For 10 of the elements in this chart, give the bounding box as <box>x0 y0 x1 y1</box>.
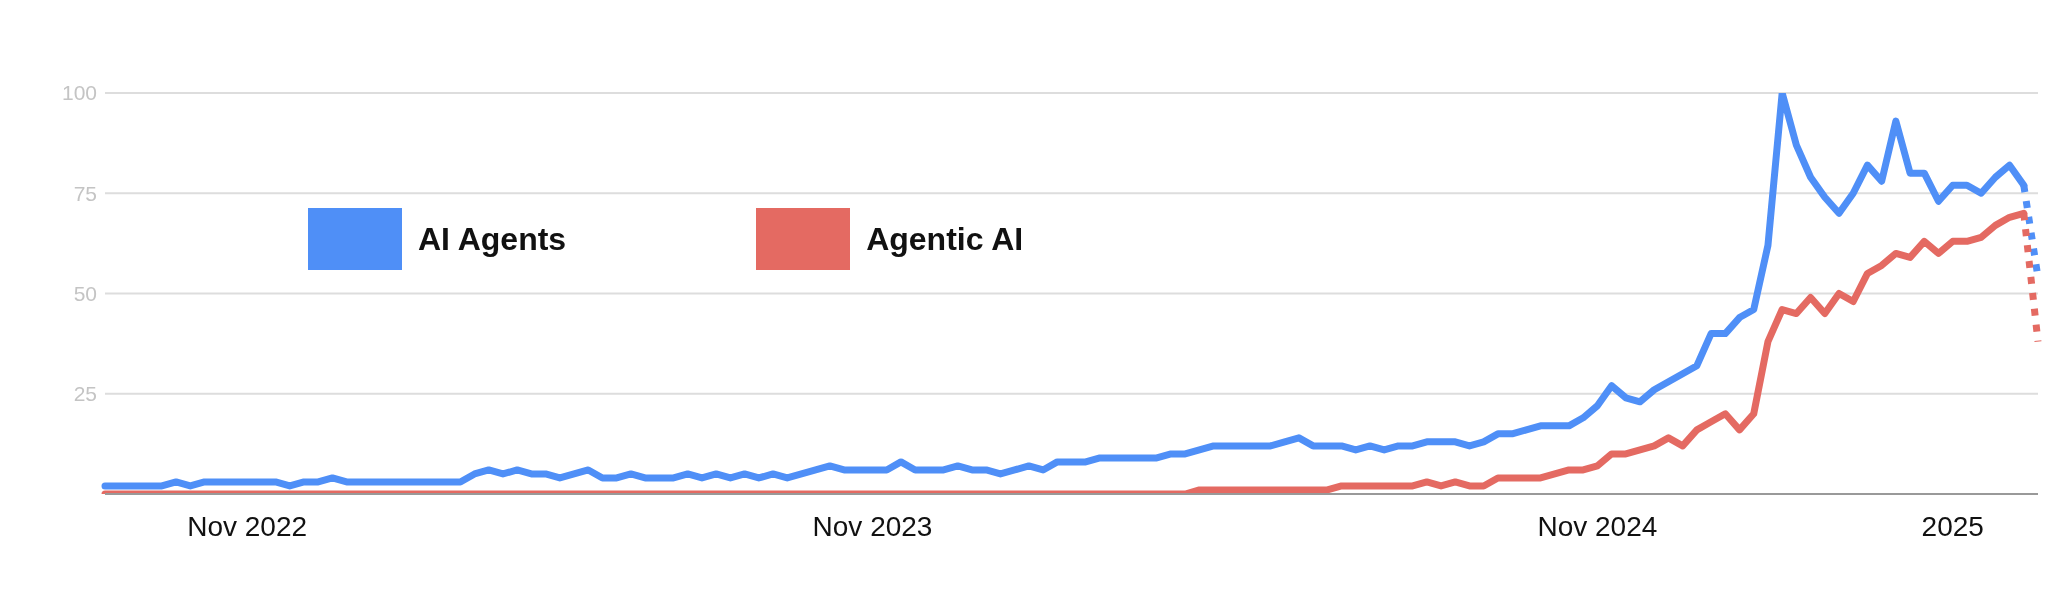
x-tick-label: Nov 2023 <box>812 510 933 542</box>
y-tick-label: 50 <box>73 281 97 305</box>
x-tick-label: 2025 <box>1921 510 1984 542</box>
legend-label: Agentic AI <box>866 220 1024 258</box>
y-tick-label: 100 <box>61 81 97 105</box>
x-tick-label: Nov 2024 <box>1537 510 1658 542</box>
y-tick-label: 75 <box>73 181 97 205</box>
y-tick-label: 25 <box>73 382 97 406</box>
x-tick-label: Nov 2022 <box>187 510 308 542</box>
legend-label: AI Agents <box>418 220 567 258</box>
